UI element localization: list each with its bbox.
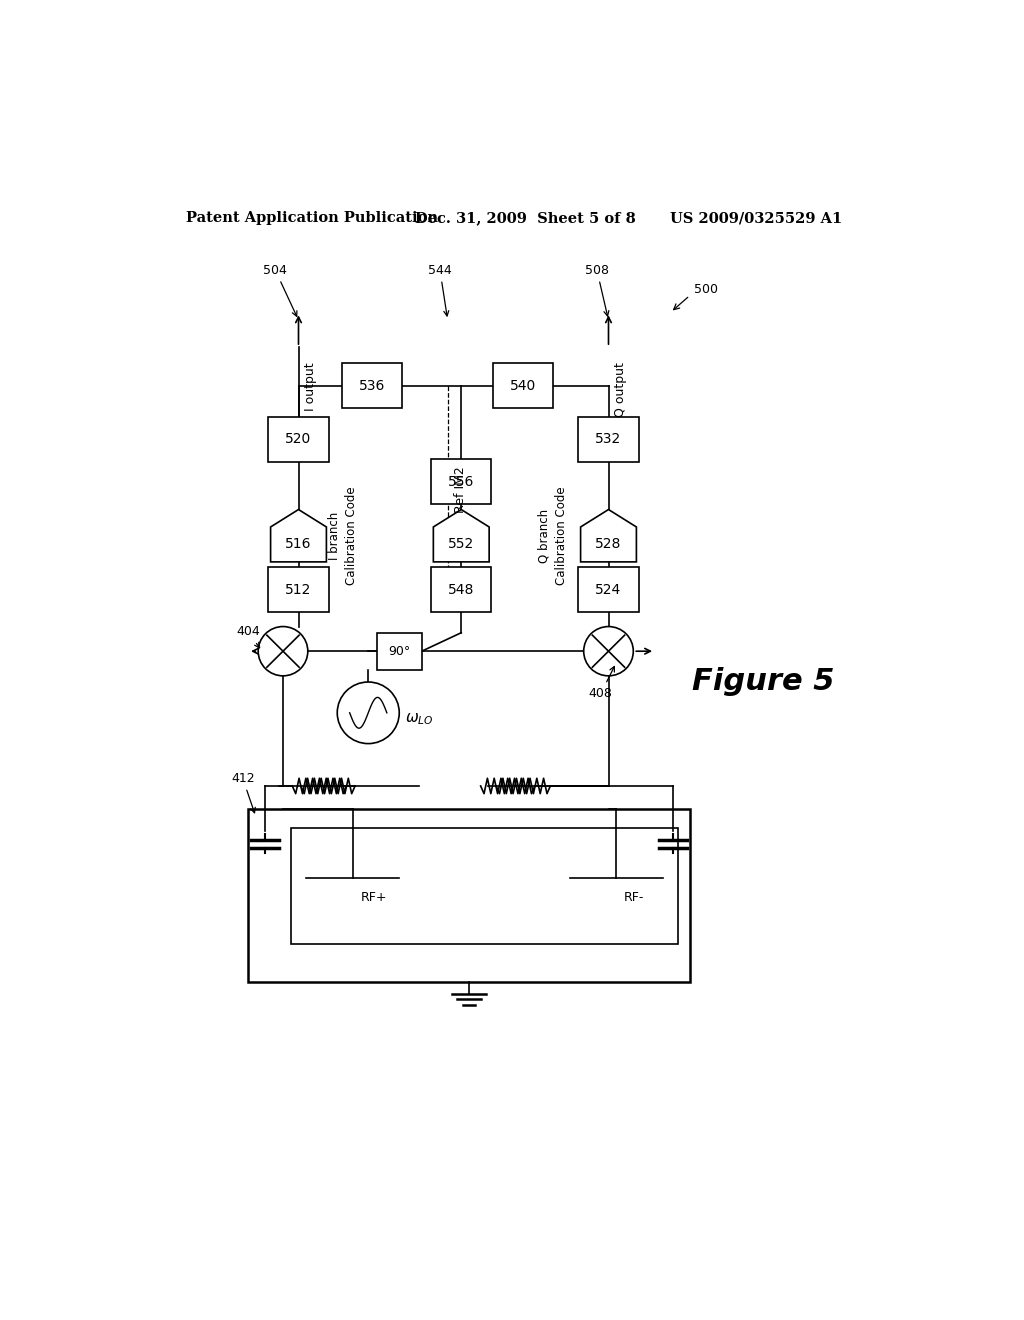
Text: 408: 408 — [589, 667, 614, 700]
Text: 528: 528 — [595, 537, 622, 552]
Text: 404: 404 — [237, 626, 260, 648]
Text: 508: 508 — [585, 264, 609, 315]
Text: Q output: Q output — [614, 363, 627, 417]
Text: Dec. 31, 2009  Sheet 5 of 8: Dec. 31, 2009 Sheet 5 of 8 — [415, 211, 636, 226]
Text: 90°: 90° — [388, 644, 411, 657]
Circle shape — [258, 627, 308, 676]
Text: US 2009/0325529 A1: US 2009/0325529 A1 — [671, 211, 843, 226]
Text: 552: 552 — [449, 537, 474, 552]
Circle shape — [584, 627, 633, 676]
Text: 532: 532 — [595, 433, 622, 446]
Text: 524: 524 — [595, 582, 622, 597]
Text: 412: 412 — [230, 772, 255, 813]
Polygon shape — [433, 510, 489, 562]
Text: Patent Application Publication: Patent Application Publication — [186, 211, 438, 226]
Text: Q branch
Calibration Code: Q branch Calibration Code — [538, 486, 567, 585]
Bar — [431, 568, 492, 612]
Text: 548: 548 — [449, 582, 474, 597]
Text: 500: 500 — [693, 282, 718, 296]
Text: 504: 504 — [263, 264, 297, 317]
Text: RF+: RF+ — [360, 891, 387, 904]
Bar — [268, 568, 329, 612]
Text: 516: 516 — [286, 537, 311, 552]
Text: 520: 520 — [286, 433, 311, 446]
Bar — [579, 417, 639, 462]
Bar — [579, 568, 639, 612]
Bar — [248, 809, 690, 982]
Text: 544: 544 — [428, 264, 452, 315]
Text: $\omega_{LO}$: $\omega_{LO}$ — [404, 711, 433, 727]
Polygon shape — [270, 510, 327, 562]
Bar — [268, 417, 329, 462]
Text: 556: 556 — [449, 475, 474, 488]
Text: Ref IM2: Ref IM2 — [454, 466, 467, 513]
Text: I branch
Calibration Code: I branch Calibration Code — [329, 486, 358, 585]
Text: RF-: RF- — [624, 891, 644, 904]
Text: 512: 512 — [286, 582, 311, 597]
Text: 540: 540 — [510, 379, 537, 392]
Circle shape — [337, 682, 399, 743]
Polygon shape — [581, 510, 636, 562]
Text: 536: 536 — [359, 379, 385, 392]
Text: Figure 5: Figure 5 — [692, 668, 835, 697]
Bar — [493, 363, 554, 408]
Bar — [342, 363, 402, 408]
Text: I output: I output — [304, 363, 316, 411]
Bar — [377, 632, 422, 669]
Bar — [291, 829, 678, 944]
Bar — [431, 459, 492, 504]
